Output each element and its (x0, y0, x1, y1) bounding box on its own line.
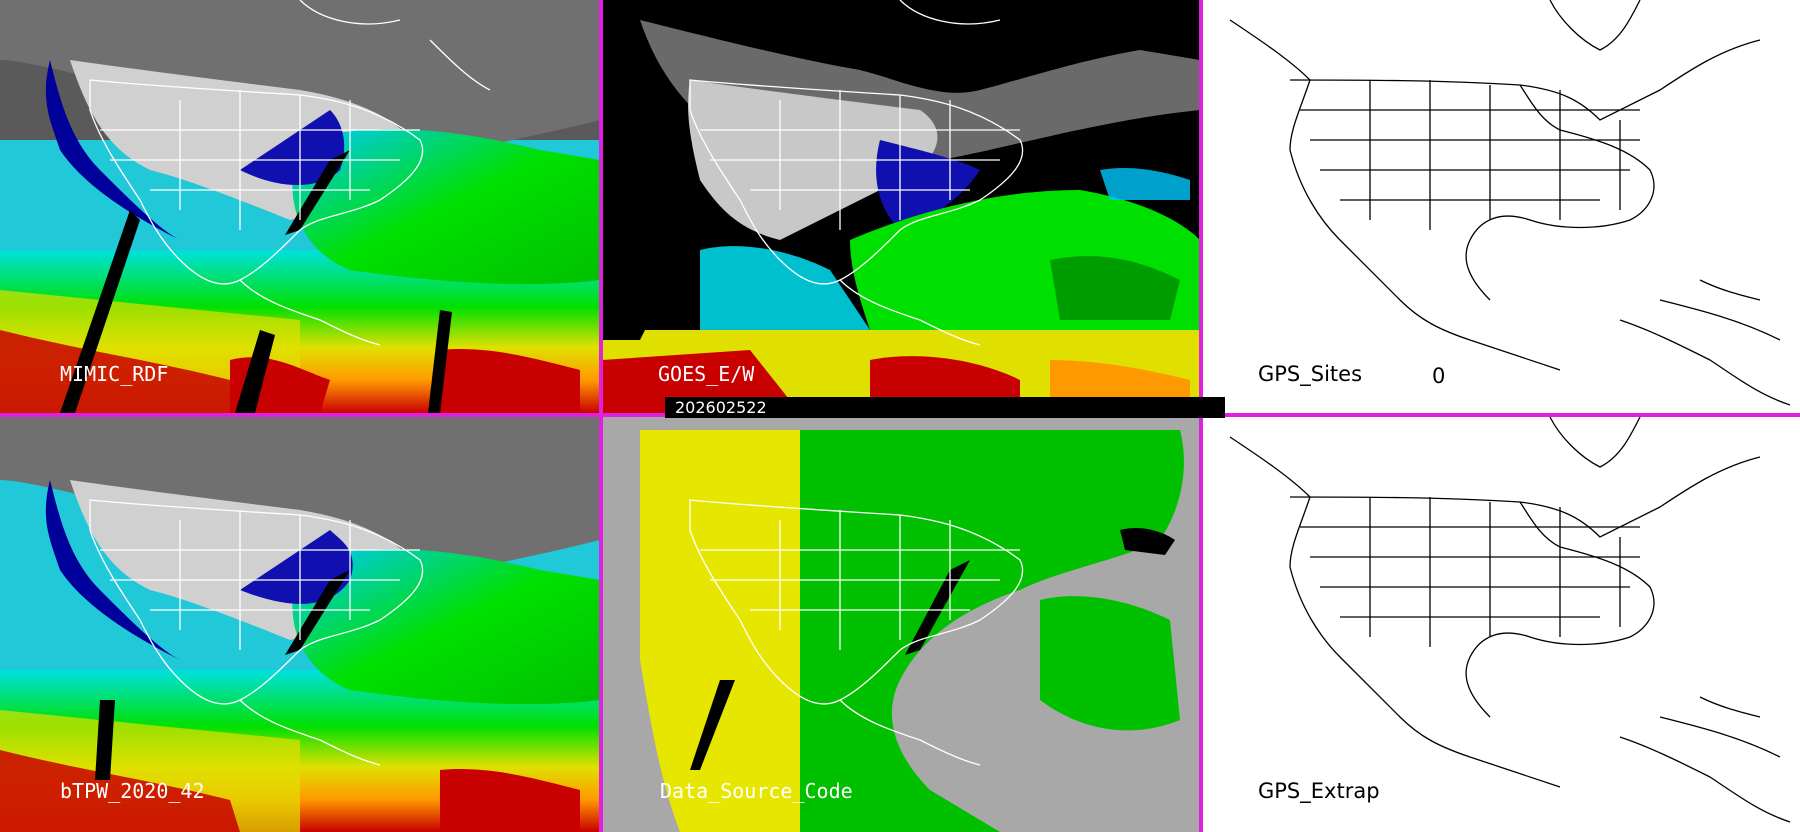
panel-gps-sites (1202, 0, 1800, 413)
panel-goes-ew (602, 0, 1200, 413)
panel-label-btpw: bTPW_2020_42 (60, 779, 205, 803)
panel-mimic-rdf (0, 0, 600, 413)
panel-label-gps-sites: GPS_Sites (1258, 362, 1363, 386)
panel-label-goes-ew: GOES_E/W (658, 362, 755, 386)
timestamp-bar: 202602522 (665, 397, 1225, 418)
gps-sites-count: 0 (1432, 364, 1446, 388)
panel-btpw (0, 417, 600, 832)
panel-label-data-source-code: Data_Source_Code (660, 779, 853, 803)
panel-label-gps-extrap: GPS_Extrap (1258, 779, 1380, 803)
panel-label-mimic-rdf: MIMIC_RDF (60, 362, 169, 386)
panel-gps-extrap (1202, 417, 1800, 832)
panel-data-source-code (602, 417, 1200, 832)
